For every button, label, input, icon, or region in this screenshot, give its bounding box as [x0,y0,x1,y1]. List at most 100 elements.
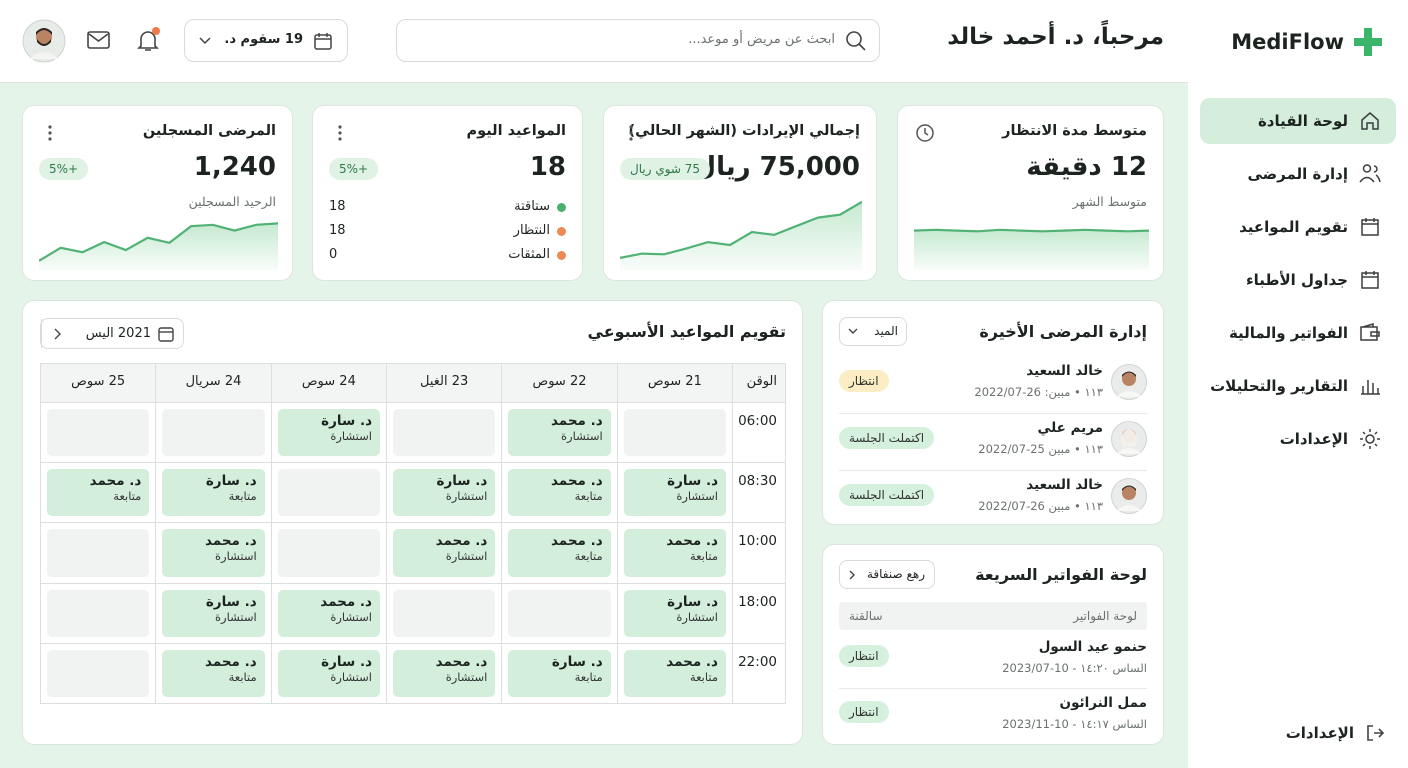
nav-item[interactable]: إدارة المرضى [1200,151,1396,197]
appointment[interactable]: د. محمد متابعة [162,649,265,697]
search-box[interactable]: ابحث عن مريض أو موعد... [396,19,880,62]
sparkline-line [39,222,278,262]
appointment[interactable]: د. محمد متابعة [508,529,611,577]
header: مرحباً، د. أحمد خالد ابحث عن مريض أو موع… [0,0,1188,83]
add-invoice-button[interactable]: رهع صنفاقة [839,560,935,589]
status-badge: انتظار [839,370,889,392]
icon-dot [629,125,633,129]
icon-dot [48,131,52,135]
appointment[interactable]: د. سارة استشارة [623,469,726,517]
patient-name: خالد السعيد [1026,363,1103,379]
appointment[interactable]: د. سارة استشارة [277,409,380,457]
avatar-hair [1122,485,1136,491]
appointment-type: متابعة [689,669,718,684]
invoice-name: ممل النرائون [1059,695,1147,711]
sparkline [39,222,278,270]
button-label: رهع صنفاقة [866,567,925,581]
messages[interactable] [86,28,112,52]
patient-avatar [1111,421,1147,457]
status-count: 0 [329,247,338,262]
calendar-cell: د. محمد استشارة [387,643,502,703]
appointment[interactable]: د. محمد استشارة [393,529,496,577]
patient-name: مريم علي [1037,420,1103,436]
nav-item[interactable]: الفواتير والمالية [1200,310,1396,356]
empty-slot [277,469,380,517]
nav-item[interactable]: جداول الأطباء [1200,257,1396,303]
appointment-type: استشارة [215,549,257,564]
card-title: متوسط مدة الانتظار [1002,123,1147,139]
doctor-name: د. سارة [205,593,257,610]
appointment[interactable]: د. محمد استشارة [277,589,380,637]
period-picker[interactable]: 2021 اليس [40,318,184,349]
empty-slot [162,409,265,457]
doctor-name: د. محمد [204,533,257,550]
empty-slot [47,409,150,457]
calendar-cell: د. سارة متابعة [502,643,617,703]
appointment[interactable]: د. محمد متابعة [623,649,726,697]
date-picker[interactable]: 19 سقوم د. [184,19,348,62]
appointment[interactable]: د. محمد متابعة [623,529,726,577]
stat-card: متوسط مدة الانتظار 12 دقيقة متوسط الشهر [897,105,1164,281]
avatar-hair [1122,371,1136,377]
card-value: 75,000 ريال [693,152,860,182]
icon-shape [1360,429,1380,449]
appointment[interactable]: د. محمد استشارة [162,529,265,577]
calendar-cell [387,583,502,643]
user-avatar[interactable] [22,19,66,63]
calendar-cell [41,403,156,463]
nav-label: تقويم المواعيد [1239,218,1348,236]
brand-name: MediFlow [1231,30,1344,54]
appointment[interactable]: د. سارة استشارة [393,469,496,517]
status-badge: اكتملت الجلسة [839,484,935,506]
appointment[interactable]: د. سارة استشارة [277,649,380,697]
invoice-meta: الساس ١٤:٢٠ - 10-2023/07 [1002,661,1147,675]
appointment[interactable]: د. سارة استشارة [623,589,726,637]
nav-item[interactable]: التقارير والتحليلات [1200,363,1396,409]
appointment-type: استشارة [330,609,372,624]
notifications[interactable] [134,26,164,56]
badge: +5% [39,158,89,180]
nav-item[interactable]: الإعدادات [1200,416,1396,462]
menu-icon [629,125,633,141]
doctor-name: د. محمد [550,413,603,429]
calendar-cell: د. محمد استشارة [502,403,617,463]
divider [839,413,1147,414]
status-row: المثقات 0 [329,246,566,266]
nav-label: إدارة المرضى [1247,165,1348,183]
avatar-body [1116,505,1142,511]
next-button[interactable] [41,319,72,348]
appointment[interactable]: د. محمد استشارة [508,409,611,457]
appointment-type: استشارة [561,429,603,443]
brand: MediFlow [1231,26,1384,58]
appointment[interactable]: د. سارة استشارة [162,589,265,637]
logout-icon [1367,725,1385,741]
patient-meta: ١١٣ • مبين 26-2022/07 [978,499,1103,513]
icon-shape [1361,112,1379,130]
status-label: النتظار [513,223,550,238]
nav-label: التقارير والتحليلات [1210,377,1348,395]
nav-item[interactable]: لوحة القيادة [1200,98,1396,144]
appointment-type: استشارة [215,609,257,624]
doctor-name: د. محمد [320,593,372,610]
appointment-type: متابعة [574,549,603,564]
nav-item[interactable]: تقويم المواعيد [1200,204,1396,250]
doctor-name: د. سارة [667,473,718,490]
filter[interactable]: الميد [839,317,907,346]
appointment[interactable]: د. سارة متابعة [508,649,611,697]
appointment[interactable]: د. محمد استشارة [393,649,496,697]
icon-shape [1361,380,1380,395]
card-title: إجمالي الإيرادات (الشهر الحالي) [628,123,860,139]
appointment[interactable]: د. محمد متابعة [47,469,150,517]
status-dot [557,227,566,236]
logout[interactable]: الإعدادات [1286,722,1386,744]
stat-card: المواعيد اليوم 18 +5% ستاقتة 18 النتظار 18 المث… [312,105,583,281]
appointment[interactable]: د. سارة متابعة [162,469,265,517]
menu-icon [48,125,52,141]
status-label: المثقات [508,247,550,262]
day-header: 23 الغيل [387,364,502,402]
appointment[interactable]: د. محمد متابعة [508,469,611,517]
avatar-face [1122,486,1136,500]
search-icon [846,31,866,51]
calendar-cell [41,523,156,583]
